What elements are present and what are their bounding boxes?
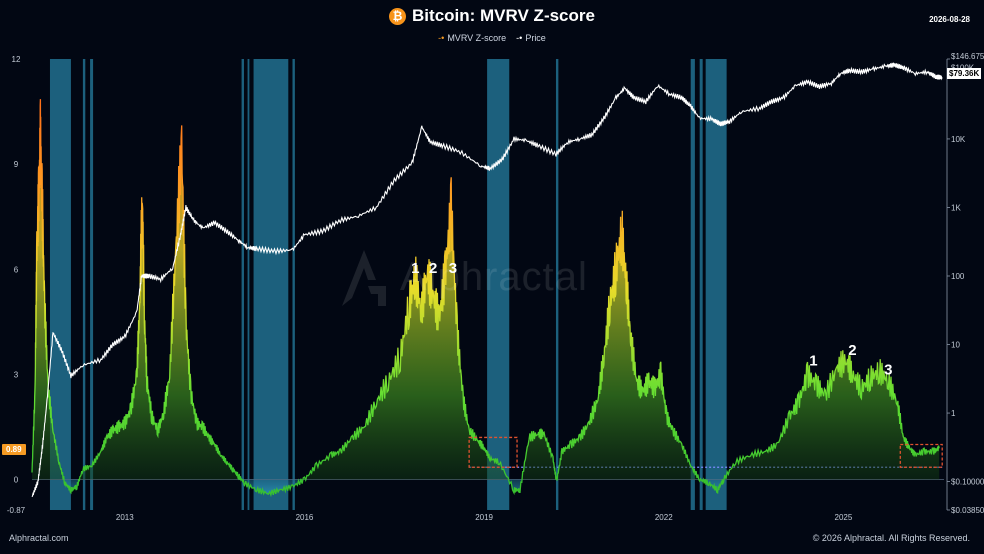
current-zscore-badge: 0.89 [2,444,26,455]
shaded-region-6 [292,59,295,510]
shaded-region-2 [90,59,94,510]
shaded-region-7 [487,59,510,510]
highlight-box-1 [899,443,943,468]
right-tick-label: 10 [951,341,960,350]
right-tick-label: 1K [951,203,961,212]
right-tick-label: 10K [951,135,966,144]
footer-copyright: © 2026 Alphractal. All Rights Reserved. [812,533,970,543]
chart-date: 2026-08-28 [929,15,970,24]
chart-legend: -• MVRV Z-score -• Price [0,33,984,43]
cycle-marker-2: 2 [429,260,437,277]
right-tick-label: $0.038500 [951,506,984,515]
price-line [31,62,943,498]
x-tick-label: 2022 [655,513,673,522]
left-tick-label: 12 [12,55,21,64]
left-tick-label: 3 [14,370,19,379]
price-line-path [31,62,943,498]
bitcoin-icon: ₿ [389,7,407,25]
axes: 129630-0.87$146.675K$100K10K1K100101$0.1… [7,52,984,522]
current-price-badge: $79.36K [947,68,982,79]
mvrv-area-negative [32,479,940,495]
left-tick-label: -0.87 [7,506,26,515]
shaded-region-0 [49,59,71,510]
cycle-marker-2: 2 [848,342,856,359]
shaded-region-10 [699,59,703,510]
x-tick-label: 2013 [116,513,134,522]
cycle-marker-3: 3 [884,361,892,378]
highlight-box-0 [468,436,518,468]
mvrv-line [31,99,940,498]
cycle-marker-1: 1 [411,260,419,277]
legend-item-mvrv[interactable]: -• MVRV Z-score [438,33,506,43]
right-tick-label: $100K [951,63,975,72]
legend-label-price: Price [525,33,546,43]
right-tick-label: $146.675K [951,52,984,61]
left-tick-label: 9 [14,160,19,169]
shaded-regions [49,59,727,510]
footer-brand[interactable]: Alphractal.com [9,533,69,543]
shaded-region-5 [253,59,289,510]
shaded-region-8 [555,59,559,510]
mvrv-area [31,99,940,498]
cycle-marker-3: 3 [449,260,457,277]
legend-label-mvrv: MVRV Z-score [447,33,507,43]
left-tick-label: 6 [14,265,19,274]
shaded-region-11 [705,59,727,510]
highlight-boxes [468,436,943,468]
right-tick-label: $0.100000 [951,478,984,487]
x-tick-label: 2019 [475,513,493,522]
left-tick-label: 0 [14,476,19,485]
shaded-region-4 [247,59,250,510]
shaded-region-3 [241,59,244,510]
chart-header: ₿ Bitcoin: MVRV Z-score [0,6,984,26]
shaded-region-9 [690,59,695,510]
right-tick-label: 1 [951,409,956,418]
legend-swatch-mvrv: -• [438,33,445,43]
shaded-region-1 [82,59,86,510]
cycle-marker-1: 1 [809,353,817,370]
legend-item-price[interactable]: -• Price [516,33,546,43]
chart-title: Bitcoin: MVRV Z-score [412,6,595,25]
right-tick-label: 100 [951,272,965,281]
mvrv-area-positive [32,99,940,480]
x-tick-label: 2025 [835,513,853,522]
legend-swatch-price: -• [516,33,523,43]
x-tick-label: 2016 [296,513,314,522]
